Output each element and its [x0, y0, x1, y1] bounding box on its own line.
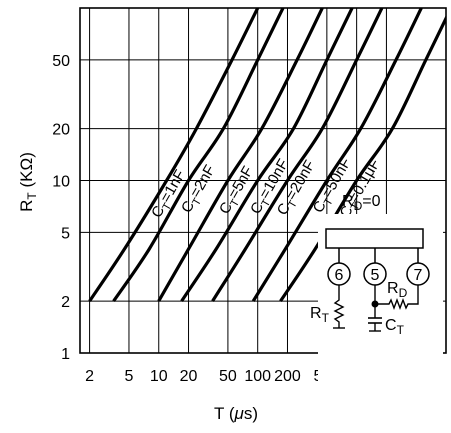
pin-7-label: 7: [414, 267, 423, 284]
rt-resistor: [333, 285, 345, 328]
curve-1: [88, 8, 260, 302]
rd-label: RD: [387, 280, 408, 300]
x-tick-label-1: 5: [125, 368, 134, 385]
y-tick-label-0: 1: [61, 346, 70, 363]
curve-4: [180, 8, 354, 302]
y-tick-labels: 1 2 5 10 20 50: [52, 53, 70, 363]
rd-condition-label: RD=0: [342, 193, 381, 213]
y-tick-label-5: 50: [52, 53, 70, 70]
curve-5: [211, 8, 384, 302]
x-tick-label-0: 2: [85, 368, 94, 385]
x-axis-title: T (μs): [214, 404, 258, 423]
curve-3: [157, 8, 324, 302]
ct-label: CT: [385, 317, 405, 337]
x-tick-label-2: 10: [150, 368, 168, 385]
ic-body: [325, 228, 424, 249]
x-tick-label-4: 50: [219, 368, 237, 385]
x-tick-label-3: 20: [180, 368, 198, 385]
y-axis-title: RT (KΩ): [17, 152, 39, 212]
rd-resistor: [375, 285, 419, 310]
curve-7: [279, 14, 446, 302]
x-tick-label-6: 200: [274, 368, 301, 385]
curve-2: [112, 8, 285, 303]
pin-6-label: 6: [335, 267, 344, 284]
y-tick-label-2: 5: [61, 225, 70, 242]
inset-circuit-diagram: RD=0 6 5 7 RT CT RD: [310, 193, 443, 394]
y-tick-label-4: 20: [52, 122, 70, 139]
y-tick-label-1: 2: [61, 294, 70, 311]
rt-label: RT: [310, 305, 330, 325]
plot-frame: [79, 7, 447, 354]
curve-6: [251, 8, 423, 302]
curves: [88, 8, 446, 303]
x-tick-label-5: 100: [244, 368, 271, 385]
pin-5-label: 5: [371, 267, 380, 284]
y-tick-label-3: 10: [52, 174, 70, 191]
